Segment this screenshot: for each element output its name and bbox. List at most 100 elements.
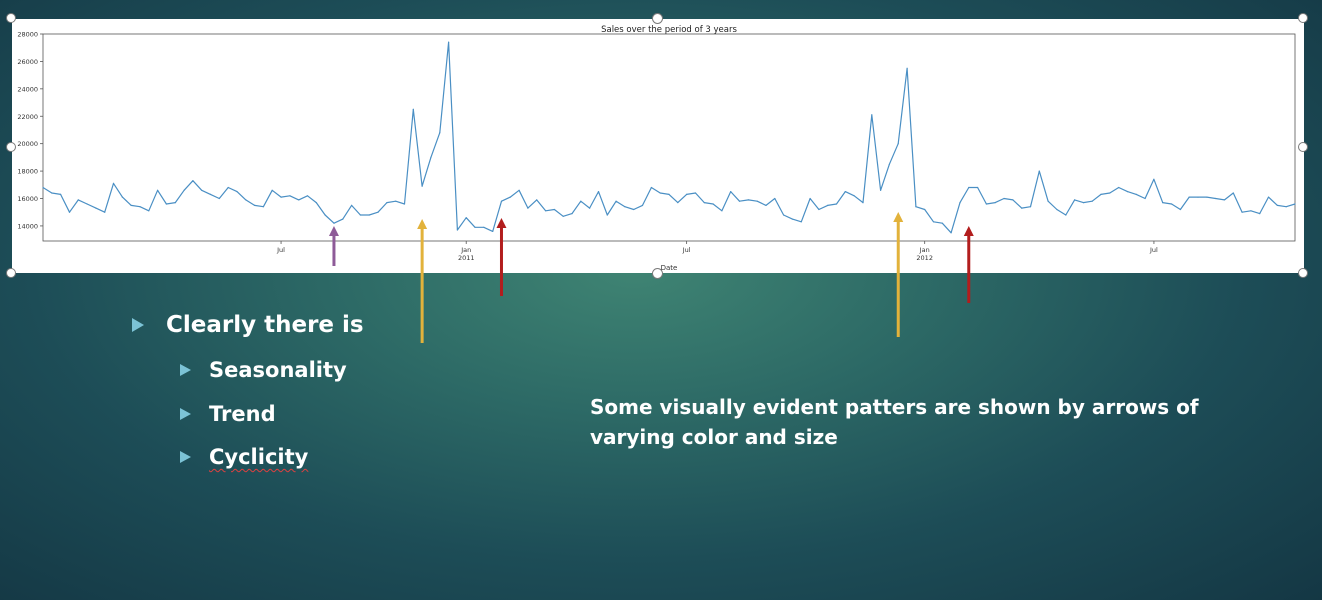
bullet-seasonality: Seasonality (180, 358, 347, 382)
data-point (791, 218, 794, 220)
data-point (236, 191, 238, 193)
data-point (509, 196, 511, 198)
data-point (157, 189, 159, 191)
bullet-cyclicity: Cyclicity (180, 445, 308, 469)
data-point (492, 230, 494, 232)
resize-handle-top-left[interactable] (6, 13, 16, 23)
y-tick-label: 26000 (17, 58, 38, 66)
data-point (985, 203, 988, 205)
data-point (977, 186, 979, 189)
data-point (1285, 206, 1287, 208)
resize-handle-middle-right[interactable] (1298, 142, 1308, 152)
data-point (1074, 199, 1076, 201)
data-point (924, 208, 926, 211)
data-point (959, 202, 961, 204)
data-point (227, 186, 229, 189)
data-point (703, 202, 705, 204)
x-tick-label: Jul (1149, 246, 1158, 254)
chart-title: Sales over the period of 3 years (601, 25, 737, 35)
data-point (994, 202, 996, 204)
data-point (553, 208, 556, 211)
data-point (659, 192, 661, 194)
x-tick-label: 2012 (916, 254, 933, 262)
data-point (104, 211, 106, 213)
data-point (1003, 197, 1005, 200)
data-point (1029, 206, 1032, 208)
data-point (1259, 213, 1261, 215)
data-point (42, 186, 44, 189)
data-point (289, 195, 291, 197)
y-tick-label: 18000 (17, 168, 38, 176)
data-point (483, 226, 485, 228)
data-point (941, 222, 943, 224)
bullet-triangle-icon (132, 318, 144, 332)
data-point (650, 186, 653, 189)
bullet-main-text: Clearly there is (166, 312, 364, 338)
resize-handle-top-right[interactable] (1298, 13, 1308, 23)
x-tick-label: Jul (276, 246, 285, 254)
bullet-sub-text: Seasonality (209, 358, 347, 382)
data-point (1197, 196, 1199, 198)
data-point (130, 204, 132, 206)
data-point (148, 210, 150, 212)
data-point (1232, 192, 1234, 194)
data-point (853, 195, 855, 197)
rotate-handle[interactable] (652, 13, 663, 24)
data-point (500, 200, 503, 202)
data-point (139, 206, 141, 208)
data-point (932, 221, 935, 223)
data-point (112, 182, 115, 184)
data-point (915, 206, 917, 208)
data-point (818, 208, 820, 211)
data-point (306, 195, 309, 197)
data-point (686, 193, 688, 195)
data-point (1171, 203, 1173, 205)
data-point (1021, 207, 1023, 209)
data-point (1162, 202, 1164, 204)
data-point (377, 211, 379, 213)
data-point (412, 108, 414, 110)
data-point (844, 191, 846, 193)
data-point (1135, 193, 1137, 195)
data-point (298, 199, 300, 201)
data-point (774, 197, 776, 200)
data-point (747, 199, 750, 201)
data-point (1100, 193, 1102, 195)
data-point (245, 199, 247, 201)
resize-handle-middle-left[interactable] (6, 142, 16, 152)
data-point (1047, 200, 1049, 202)
data-point (783, 214, 785, 216)
data-point (86, 203, 88, 205)
data-point (351, 204, 353, 206)
data-point (536, 199, 538, 201)
data-point (835, 203, 838, 205)
bullet-sub-text: Trend (209, 402, 276, 426)
data-point (641, 204, 644, 206)
x-tick-label: Jul (682, 246, 691, 254)
data-point (580, 200, 582, 202)
data-point (183, 189, 185, 191)
data-point (386, 202, 388, 204)
data-point (1082, 202, 1084, 204)
resize-handle-bottom-right[interactable] (1298, 268, 1308, 278)
data-point (871, 114, 873, 116)
data-point (589, 207, 591, 209)
data-point (527, 207, 529, 209)
bullet-triangle-icon (180, 451, 191, 463)
resize-handle-bottom-center[interactable] (652, 268, 663, 279)
data-point (333, 222, 335, 224)
data-point (1188, 196, 1190, 198)
chart-image[interactable]: Sales over the period of 3 years 14000 160… (12, 19, 1304, 273)
data-point (165, 203, 167, 205)
data-point (1144, 197, 1146, 200)
data-point (633, 208, 635, 211)
data-point (606, 214, 608, 216)
bullet-trend: Trend (180, 402, 276, 426)
data-point (456, 229, 458, 231)
data-point (712, 203, 714, 205)
bullet-triangle-icon (180, 408, 191, 420)
data-point (174, 202, 176, 204)
resize-handle-bottom-left[interactable] (6, 268, 16, 278)
bullet-main: Clearly there is (132, 312, 364, 338)
data-point (271, 189, 273, 191)
